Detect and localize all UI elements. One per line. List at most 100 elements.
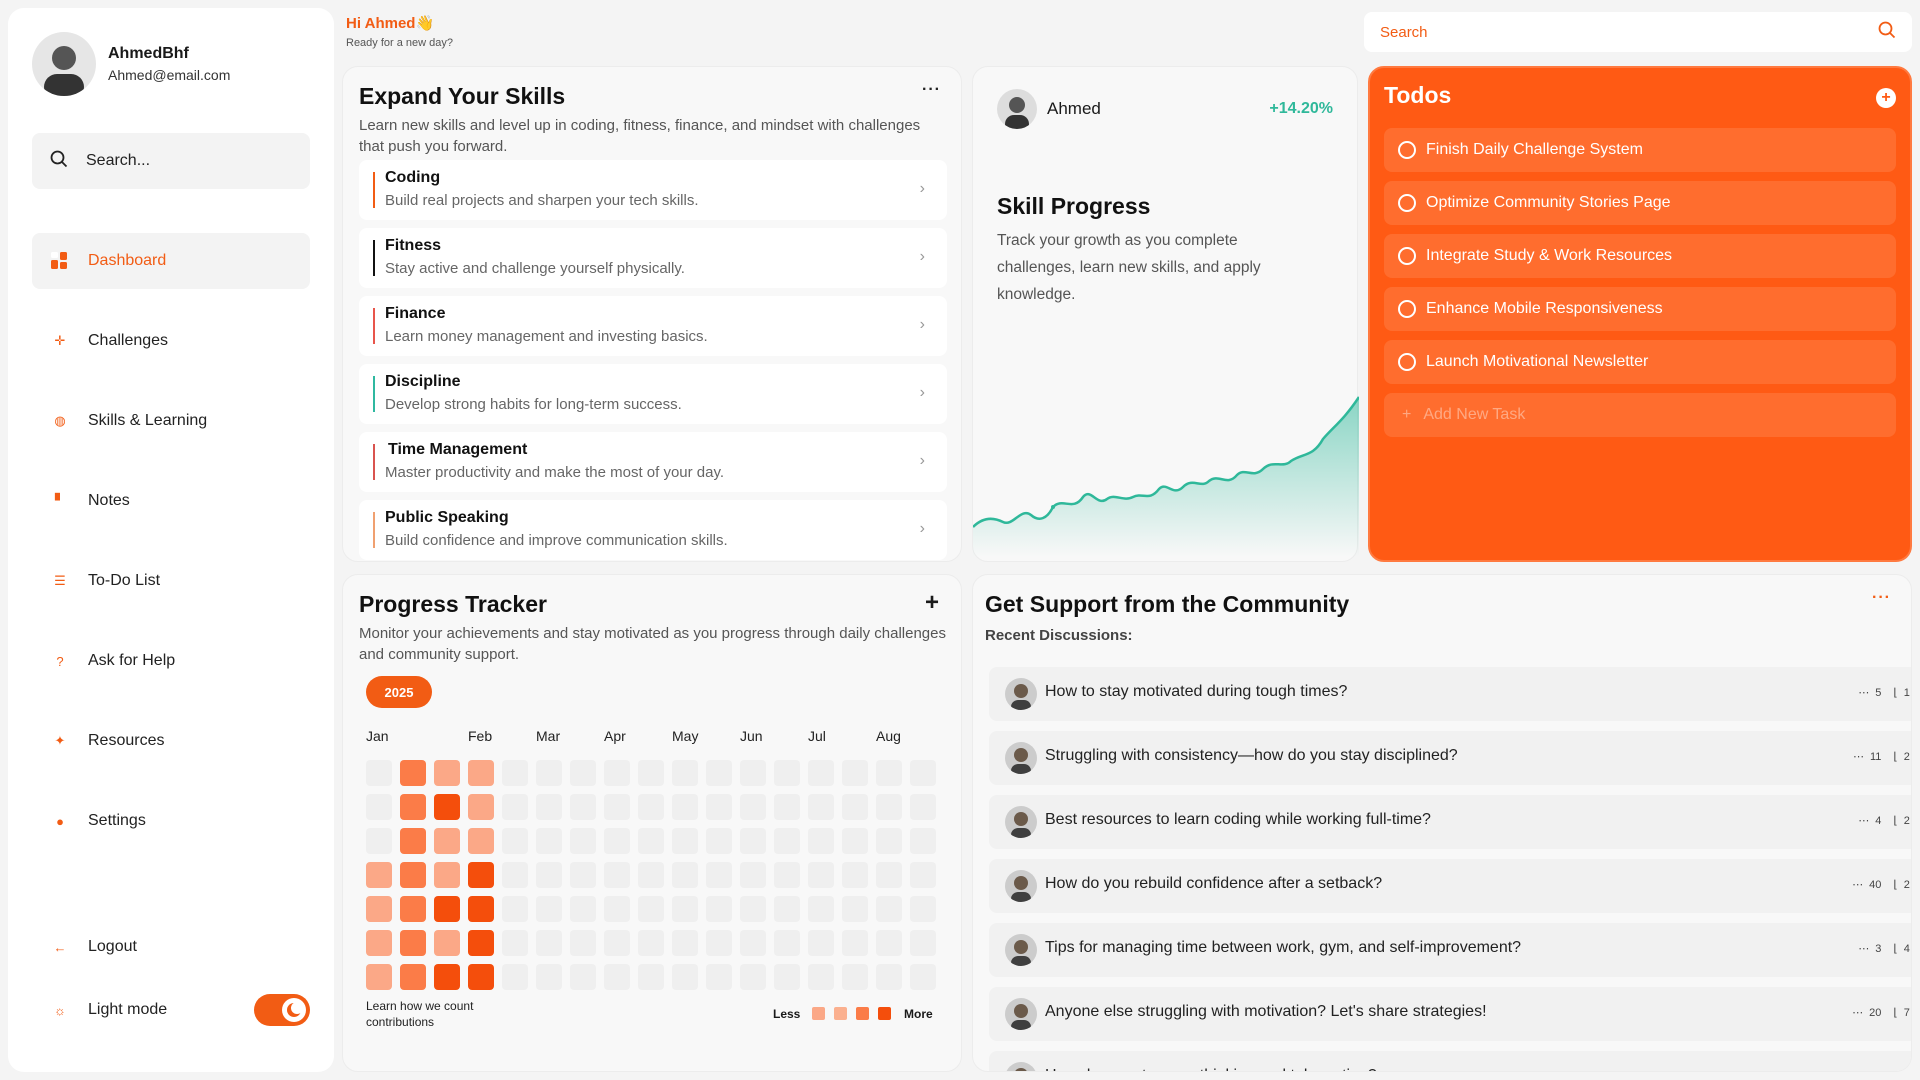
todo-checkbox[interactable]	[1398, 194, 1416, 212]
sidebar-item-dashboard[interactable]: Dashboard	[32, 233, 310, 289]
heatmap-cell	[570, 930, 596, 956]
heatmap-cell	[808, 794, 834, 820]
heatmap-cell	[400, 896, 426, 922]
todo-checkbox[interactable]	[1398, 141, 1416, 159]
sidebar-item-settings[interactable]: ● Settings	[32, 793, 310, 849]
discussion-item[interactable]: Anyone else struggling with motivation? …	[989, 987, 1911, 1041]
skill-item-finance[interactable]: Finance Learn money management and inves…	[359, 296, 947, 356]
heatmap-cell	[842, 862, 868, 888]
heatmap-cell	[502, 862, 528, 888]
month-label: Mar	[536, 728, 561, 744]
heatmap-cell	[808, 828, 834, 854]
avatar	[1005, 934, 1037, 966]
add-icon[interactable]: +	[924, 589, 939, 616]
greeting-subtitle: Ready for a new day?	[346, 37, 454, 49]
sidebar-item-label: Resources	[88, 732, 165, 749]
todo-item[interactable]: Integrate Study & Work Resources	[1384, 234, 1896, 278]
heatmap-cell	[774, 896, 800, 922]
heatmap-cell	[842, 964, 868, 990]
sidebar-item-help[interactable]: ? Ask for Help	[32, 633, 310, 689]
avatar	[1005, 870, 1037, 902]
discussion-item[interactable]: Struggling with consistency—how do you s…	[989, 731, 1911, 785]
sidebar-search-input[interactable]: Search...	[32, 133, 310, 189]
heatmap-cell	[366, 964, 392, 990]
todo-item[interactable]: Launch Motivational Newsletter	[1384, 340, 1896, 384]
heatmap-cell	[400, 964, 426, 990]
month-label: Feb	[468, 728, 493, 744]
skill-item-time-management[interactable]: Time Management Master productivity and …	[359, 432, 947, 492]
skill-item-fitness[interactable]: Fitness Stay active and challenge yourse…	[359, 228, 947, 288]
todo-item[interactable]: Optimize Community Stories Page	[1384, 181, 1896, 225]
discussion-item[interactable]: Tips for managing time between work, gym…	[989, 923, 1911, 977]
todo-item[interactable]: Finish Daily Challenge System	[1384, 128, 1896, 172]
heatmap-cell	[366, 930, 392, 956]
todo-item[interactable]: Enhance Mobile Responsiveness	[1384, 287, 1896, 331]
heatmap-cell	[638, 828, 664, 854]
search-icon	[1878, 21, 1896, 43]
sidebar-item-resources[interactable]: ✦ Resources	[32, 713, 310, 769]
heatmap-cell	[842, 896, 868, 922]
clock-icon: ⌊	[1893, 1070, 1897, 1071]
comment-count: 4	[1875, 814, 1882, 827]
avatar	[1005, 998, 1037, 1030]
heatmap-cell	[706, 964, 732, 990]
sidebar-item-label: Notes	[88, 492, 130, 509]
heatmap-cell	[638, 964, 664, 990]
heatmap-cell	[570, 794, 596, 820]
more-options-icon[interactable]: ···	[1872, 589, 1891, 606]
more-options-icon[interactable]: ···	[922, 81, 941, 98]
add-task-input[interactable]: + Add New Task	[1384, 393, 1896, 437]
skill-accent-bar	[373, 308, 375, 344]
heatmap-cell	[740, 828, 766, 854]
skill-progress-title: Skill Progress	[997, 193, 1151, 219]
heatmap-cell	[536, 896, 562, 922]
todo-checkbox[interactable]	[1398, 247, 1416, 265]
comment-icon: ⋯	[1852, 751, 1864, 763]
skill-desc: Develop strong habits for long-term succ…	[385, 396, 682, 413]
discussion-item[interactable]: Best resources to learn coding while wor…	[989, 795, 1911, 849]
logout-button[interactable]: ← Logout	[32, 919, 310, 975]
year-selector[interactable]: 2025	[366, 676, 432, 708]
chevron-right-icon: ›	[919, 316, 925, 333]
heatmap-cell	[706, 896, 732, 922]
community-title: Get Support from the Community	[985, 591, 1350, 617]
legend-swatch	[878, 1007, 891, 1020]
heatmap-cell	[808, 896, 834, 922]
sidebar-item-challenges[interactable]: ✛ Challenges	[32, 313, 310, 369]
learn-contributions-link[interactable]: Learn how we count contributions	[366, 999, 474, 1029]
target-icon: ✛	[54, 333, 66, 348]
heatmap-cell	[570, 896, 596, 922]
heatmap-cell	[638, 930, 664, 956]
sidebar-item-label: Settings	[88, 812, 146, 829]
todos-card: Todos + Finish Daily Challenge System Op…	[1368, 66, 1912, 562]
skill-item-coding[interactable]: Coding Build real projects and sharpen y…	[359, 160, 947, 220]
month-label: May	[672, 728, 699, 744]
clock-icon: ⌊	[1893, 815, 1898, 827]
skill-item-public-speaking[interactable]: Public Speaking Build confidence and imp…	[359, 500, 947, 560]
skill-desc: Learn money management and investing bas…	[385, 328, 708, 345]
discussion-item[interactable]: How do you stop overthinking and take ac…	[989, 1051, 1911, 1071]
sidebar-item-notes[interactable]: ▘ Notes	[32, 473, 310, 529]
user-profile[interactable]: AhmedBhf Ahmed@email.com	[32, 32, 230, 96]
discussion-item[interactable]: How do you rebuild confidence after a se…	[989, 859, 1911, 913]
heatmap-cell	[910, 964, 936, 990]
discussion-item[interactable]: How to stay motivated during tough times…	[989, 667, 1911, 721]
heatmap-cell	[740, 760, 766, 786]
heatmap-cell	[910, 760, 936, 786]
logout-label: Logout	[88, 938, 137, 955]
sidebar-item-todo[interactable]: ☰ To-Do List	[32, 553, 310, 609]
heatmap-cell	[536, 964, 562, 990]
heatmap-cell	[876, 930, 902, 956]
compass-icon: ◍	[54, 413, 66, 428]
theme-toggle[interactable]	[254, 994, 310, 1026]
todo-checkbox[interactable]	[1398, 300, 1416, 318]
skill-accent-bar	[373, 172, 375, 208]
heatmap-cell	[536, 930, 562, 956]
add-todo-button[interactable]: +	[1876, 88, 1896, 108]
skill-item-discipline[interactable]: Discipline Develop strong habits for lon…	[359, 364, 947, 424]
todo-checkbox[interactable]	[1398, 353, 1416, 371]
heatmap-cell	[774, 862, 800, 888]
skill-desc: Master productivity and make the most of…	[385, 464, 725, 481]
sidebar-item-skills[interactable]: ◍ Skills & Learning	[32, 393, 310, 449]
top-search-input[interactable]: Search	[1364, 12, 1912, 52]
